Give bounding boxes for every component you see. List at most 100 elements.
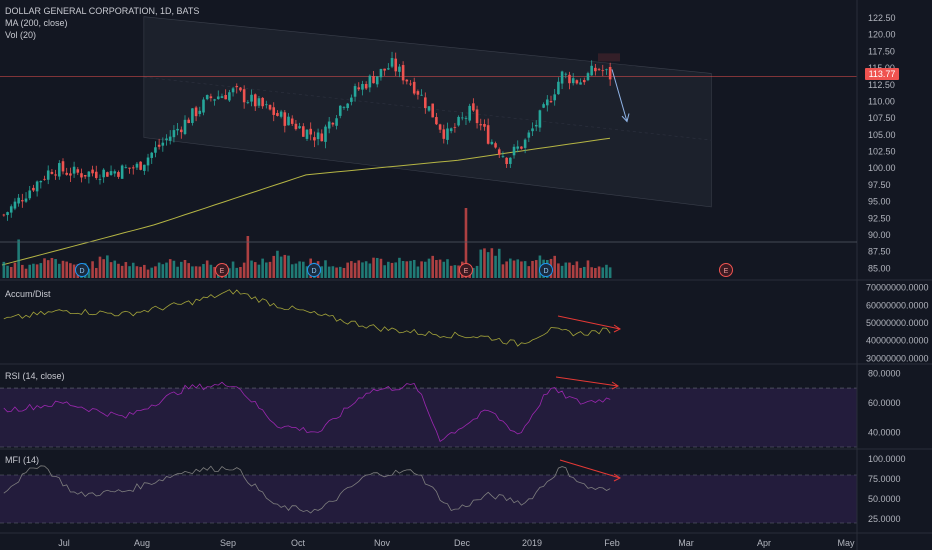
candle xyxy=(150,152,154,158)
candle xyxy=(250,94,253,102)
volume-bar xyxy=(21,264,24,278)
volume-bar xyxy=(342,267,346,278)
time-tick-label: Aug xyxy=(134,538,150,548)
candle xyxy=(91,169,94,174)
accum-dist-pane[interactable] xyxy=(3,289,621,347)
volume-bar xyxy=(305,266,309,278)
volume-bar xyxy=(98,256,102,278)
divergence-arrow xyxy=(559,459,621,479)
accum-tick-label: 50000000.0000 xyxy=(866,318,929,328)
volume-bar xyxy=(135,266,139,278)
candle xyxy=(560,71,564,84)
candle xyxy=(460,117,464,119)
volume-bar xyxy=(261,258,264,278)
candle xyxy=(157,144,161,147)
candle xyxy=(394,58,398,72)
volume-bar xyxy=(287,255,290,278)
candle xyxy=(512,146,516,156)
volume-bar xyxy=(553,255,556,278)
volume-bar xyxy=(523,261,527,278)
volume-bar xyxy=(165,262,168,278)
volume-bar xyxy=(364,261,368,278)
candle xyxy=(24,198,28,202)
candle xyxy=(582,80,586,83)
dividend-marker xyxy=(75,263,89,277)
candle xyxy=(239,87,242,91)
mfi-tick-label: 50.0000 xyxy=(868,494,901,504)
volume-bar xyxy=(154,266,157,278)
mfi-pane[interactable] xyxy=(0,459,857,524)
volume-bar xyxy=(106,255,109,278)
volume-bar xyxy=(150,267,154,278)
volume-bar xyxy=(69,263,72,278)
main-legend: DOLLAR GENERAL CORPORATION, 1D, BATS MA … xyxy=(5,5,199,41)
price-tick-label: 92.50 xyxy=(868,213,891,223)
candle xyxy=(69,173,72,176)
price-tick-label: 122.50 xyxy=(868,13,896,23)
volume-bar xyxy=(209,264,213,278)
volume-bar xyxy=(320,266,324,278)
rsi-pane[interactable] xyxy=(0,376,857,448)
volume-bar xyxy=(387,261,390,278)
dividend-marker xyxy=(539,263,553,277)
candle xyxy=(594,67,597,72)
volume-bar xyxy=(302,261,305,278)
volume-bar xyxy=(120,265,124,278)
candle xyxy=(457,116,460,126)
candle xyxy=(490,141,494,145)
candle xyxy=(302,126,305,137)
candle xyxy=(464,117,468,119)
price-pane[interactable] xyxy=(0,16,857,266)
volume-bar xyxy=(324,260,327,278)
volume-bar xyxy=(2,261,6,278)
volume-bar xyxy=(242,262,246,278)
volume-bar xyxy=(557,263,560,278)
candle xyxy=(165,138,168,141)
candle xyxy=(446,128,449,140)
candle xyxy=(357,87,361,90)
rsi-tick-label: 40.0000 xyxy=(868,427,901,437)
candle xyxy=(516,146,520,149)
volume-bar xyxy=(412,259,416,278)
vol-legend: Vol (20) xyxy=(5,30,37,40)
candle xyxy=(131,167,135,169)
candle xyxy=(135,163,139,168)
accum-legend: Accum/Dist xyxy=(5,289,51,299)
volume-bar xyxy=(279,256,283,278)
volume-bar xyxy=(283,254,287,278)
candle xyxy=(527,132,531,138)
volume-bar xyxy=(501,264,505,278)
candle xyxy=(420,94,423,96)
divergence-arrowhead xyxy=(611,381,619,390)
candle xyxy=(50,171,54,174)
candle xyxy=(43,178,46,180)
candle xyxy=(546,99,549,106)
volume-bar xyxy=(54,259,57,278)
volume-bar xyxy=(272,255,276,278)
volume-bar xyxy=(28,264,32,278)
dividend-marker xyxy=(307,263,321,277)
volume-bar xyxy=(475,265,479,278)
candle xyxy=(102,169,105,178)
volume-bar xyxy=(338,266,342,278)
volume-bar xyxy=(571,265,575,278)
candle xyxy=(313,137,316,141)
volume-bar xyxy=(608,267,612,278)
volume-bar xyxy=(398,257,401,278)
candle xyxy=(449,128,453,132)
price-tick-label: 87.50 xyxy=(868,247,891,257)
mfi-tick-label: 25.0000 xyxy=(868,514,901,524)
candle xyxy=(242,89,246,103)
candle xyxy=(375,76,379,85)
candle xyxy=(368,75,372,88)
volume-bar xyxy=(6,265,9,278)
price-tick-label: 105.00 xyxy=(868,130,896,140)
price-tick-label: 110.00 xyxy=(868,96,895,106)
candle xyxy=(501,155,505,157)
event-marker-E: E xyxy=(719,263,733,277)
volume-bar xyxy=(298,261,301,278)
symbol-title: DOLLAR GENERAL CORPORATION, 1D, BATS xyxy=(5,6,200,16)
volume-bar xyxy=(560,265,564,278)
candle xyxy=(353,86,357,97)
